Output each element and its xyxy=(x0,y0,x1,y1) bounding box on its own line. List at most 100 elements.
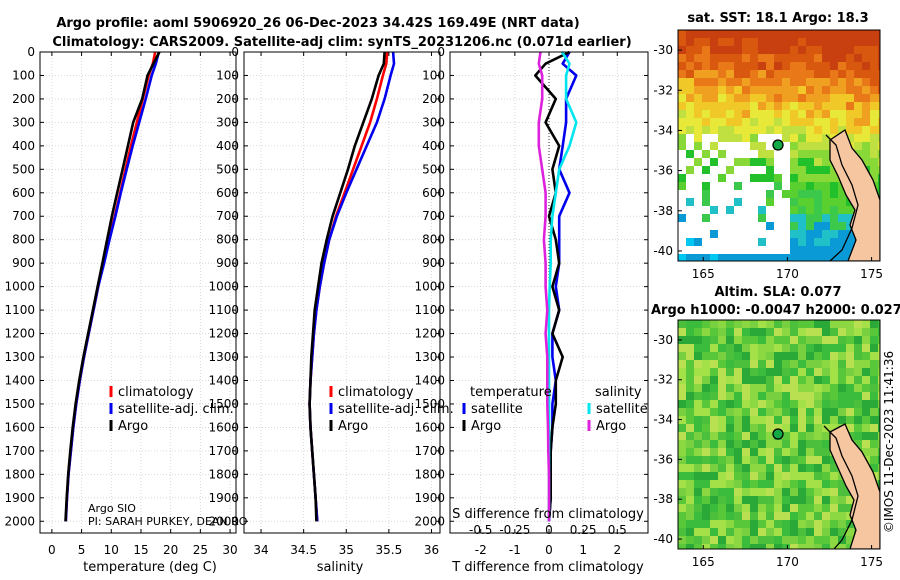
map-cell xyxy=(822,496,831,505)
map-cell xyxy=(854,432,863,441)
map-cell xyxy=(838,62,847,71)
map-cell xyxy=(678,118,687,127)
map-cell xyxy=(686,360,695,369)
map-cell xyxy=(774,214,783,223)
argo-position-marker xyxy=(772,139,784,151)
map-cell xyxy=(702,400,711,409)
map-cell xyxy=(686,504,695,513)
map-cell xyxy=(782,472,791,481)
y-tick-label: 1000 xyxy=(414,280,445,294)
map-cell xyxy=(726,86,735,95)
map-cell xyxy=(694,464,703,473)
map-cell xyxy=(782,496,791,505)
map-cell xyxy=(726,214,735,223)
map-cell xyxy=(750,142,759,151)
map-cell xyxy=(694,344,703,353)
map-cell xyxy=(710,512,719,521)
map-cell xyxy=(702,536,711,545)
map-cell xyxy=(710,504,719,513)
map-cell xyxy=(830,78,839,87)
map-cell xyxy=(838,328,847,337)
map-cell xyxy=(710,238,719,247)
map-cell xyxy=(814,246,823,255)
map-cell xyxy=(878,142,880,151)
map-cell xyxy=(734,198,743,207)
map-cell xyxy=(838,512,847,521)
map-cell xyxy=(814,360,823,369)
map-cell xyxy=(726,520,735,529)
map-cell xyxy=(862,150,871,159)
map-cell xyxy=(862,408,871,417)
map-cell xyxy=(718,392,727,401)
map-cell xyxy=(774,38,783,47)
map-cell xyxy=(878,336,880,345)
map-cell xyxy=(710,254,719,261)
map-cell xyxy=(790,376,799,385)
y-tick-label: 200 xyxy=(12,92,35,106)
map-cell xyxy=(806,230,815,239)
map-cell xyxy=(782,62,791,71)
map-cell xyxy=(718,174,727,183)
map-cell xyxy=(782,30,791,39)
map-cell xyxy=(838,336,847,345)
map-cell xyxy=(806,424,815,433)
map-cell xyxy=(742,328,751,337)
map-cell xyxy=(718,504,727,513)
map-cell xyxy=(822,360,831,369)
map-cell xyxy=(726,206,735,215)
map-cell xyxy=(854,392,863,401)
map-y-tick-label: -40 xyxy=(653,532,673,546)
map-cell xyxy=(718,110,727,119)
map-cell xyxy=(702,456,711,465)
map-cell xyxy=(878,166,880,175)
map-cell xyxy=(734,246,743,255)
map-cell xyxy=(782,512,791,521)
map-cell xyxy=(734,206,743,215)
map-cell xyxy=(694,158,703,167)
map-cell xyxy=(814,174,823,183)
map-cell xyxy=(694,198,703,207)
map-cell xyxy=(694,38,703,47)
map-cell xyxy=(710,166,719,175)
map-cell xyxy=(734,408,743,417)
map-cell xyxy=(718,424,727,433)
map-cell xyxy=(742,190,751,199)
map-cell xyxy=(718,102,727,111)
map-cell xyxy=(766,254,775,261)
map-cell xyxy=(854,320,863,329)
map-cell xyxy=(798,344,807,353)
map-cell xyxy=(862,432,871,441)
map-cell xyxy=(710,520,719,529)
map-cell xyxy=(870,118,879,127)
map-cell xyxy=(774,222,783,231)
map-cell xyxy=(862,368,871,377)
map-cell xyxy=(782,78,791,87)
map-cell xyxy=(750,424,759,433)
map-cell xyxy=(686,408,695,417)
map-cell xyxy=(838,504,847,513)
map-cell xyxy=(790,54,799,63)
map-cell xyxy=(750,440,759,449)
map-cell xyxy=(734,118,743,127)
y-tick-label: 800 xyxy=(12,233,35,247)
map-cell xyxy=(750,86,759,95)
map-cell xyxy=(814,206,823,215)
map-cell xyxy=(758,392,767,401)
map-cell xyxy=(686,432,695,441)
map-cell xyxy=(790,384,799,393)
map-cell xyxy=(678,214,687,223)
map-cell xyxy=(710,480,719,489)
map-cell xyxy=(734,328,743,337)
map-cell xyxy=(694,448,703,457)
map-cell xyxy=(830,86,839,95)
map-cell xyxy=(678,102,687,111)
map-cell xyxy=(846,528,855,537)
map-cell xyxy=(806,38,815,47)
map-cell xyxy=(750,344,759,353)
map-cell xyxy=(774,496,783,505)
map-cell xyxy=(774,448,783,457)
map-cell xyxy=(822,408,831,417)
map-cell xyxy=(862,46,871,55)
map-cell xyxy=(742,246,751,255)
map-cell xyxy=(742,408,751,417)
